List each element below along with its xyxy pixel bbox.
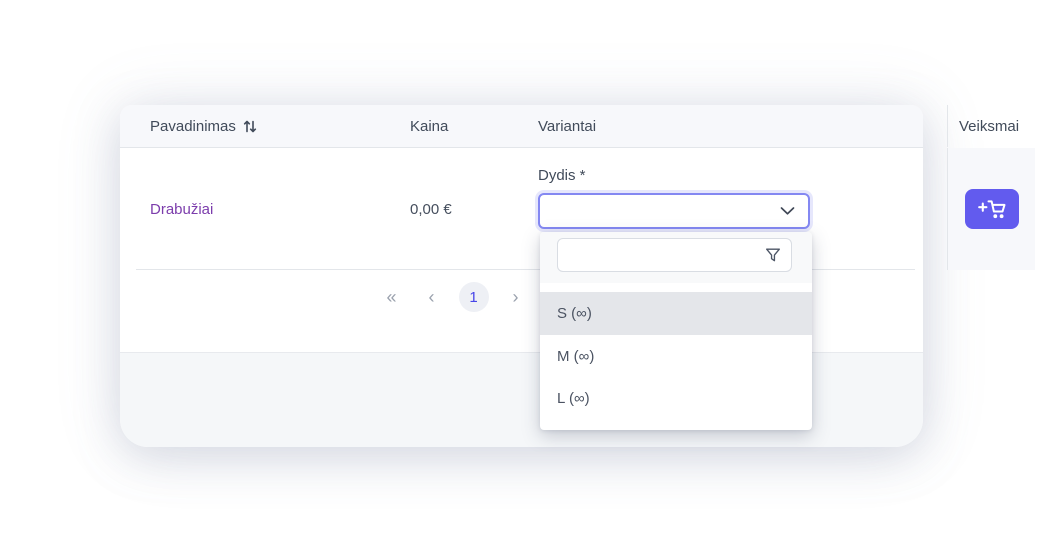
column-header-price: Kaina: [395, 105, 523, 147]
size-select-label: Dydis *: [538, 167, 586, 184]
column-header-name-label: Pavadinimas: [150, 117, 236, 135]
actions-cell: [947, 148, 1035, 270]
column-header-name[interactable]: Pavadinimas: [120, 105, 395, 147]
dropdown-gap: [540, 283, 812, 292]
table-header-row: Pavadinimas Kaina Variantai Veiksmai: [120, 105, 1019, 148]
pagination-next-button[interactable]: ›: [512, 287, 519, 307]
funnel-icon: [764, 246, 782, 264]
size-select-value: [540, 202, 550, 219]
pagination-prev-button[interactable]: ‹: [428, 287, 435, 307]
product-name-link[interactable]: Drabužiai: [150, 200, 214, 218]
column-header-actions-label: Veiksmai: [959, 117, 1020, 135]
column-header-variants-label: Variantai: [538, 117, 597, 135]
column-header-actions: Veiksmai: [947, 105, 1035, 147]
pagination-first-button[interactable]: «: [386, 287, 397, 307]
dropdown-filter-input[interactable]: [558, 239, 791, 271]
dropdown-filter-field: [557, 238, 792, 272]
variant-cell: Dydis *: [523, 148, 947, 270]
product-name-cell: Drabužiai: [120, 148, 395, 270]
size-select[interactable]: [538, 193, 810, 229]
dropdown-option-list: S (∞) M (∞) L (∞): [540, 292, 812, 430]
column-header-price-label: Kaina: [410, 117, 449, 135]
dropdown-option-m[interactable]: M (∞): [540, 335, 812, 377]
dropdown-option-s[interactable]: S (∞): [540, 292, 812, 335]
add-to-cart-button[interactable]: [964, 189, 1019, 229]
product-price: 0,00 €: [410, 200, 452, 218]
dropdown-filter-section: [540, 232, 812, 283]
chevron-down-icon: [780, 207, 795, 216]
column-header-variants: Variantai: [523, 105, 947, 147]
table-row: Drabužiai 0,00 € Dydis *: [120, 148, 1035, 270]
pagination-page-1[interactable]: 1: [458, 282, 489, 312]
size-select-dropdown: S (∞) M (∞) L (∞): [540, 232, 812, 430]
cart-plus-icon: [977, 199, 1007, 220]
dropdown-option-l[interactable]: L (∞): [540, 377, 812, 419]
product-price-cell: 0,00 €: [395, 148, 523, 270]
arrows-up-down-icon[interactable]: [243, 119, 257, 134]
row-divider: [136, 269, 915, 270]
